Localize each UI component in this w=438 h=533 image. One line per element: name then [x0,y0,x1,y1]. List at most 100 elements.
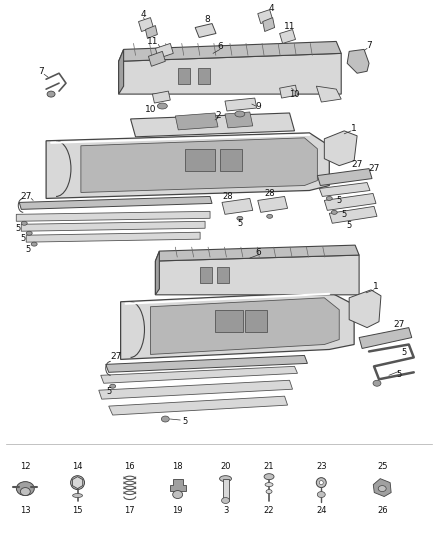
Text: 6: 6 [255,248,261,256]
Polygon shape [119,50,124,94]
Ellipse shape [21,221,27,225]
Text: 3: 3 [223,506,228,515]
Ellipse shape [31,242,37,246]
Ellipse shape [71,475,85,490]
Text: 5: 5 [401,348,406,357]
Text: 16: 16 [124,462,135,471]
Polygon shape [26,232,200,242]
Text: 5: 5 [396,370,402,379]
Polygon shape [258,10,273,23]
Polygon shape [170,479,186,490]
Polygon shape [225,112,253,128]
Polygon shape [81,138,318,192]
Text: 4: 4 [269,4,275,13]
Polygon shape [324,131,357,166]
Polygon shape [279,85,297,98]
Polygon shape [150,298,339,354]
Polygon shape [359,328,412,349]
Polygon shape [109,396,288,415]
Polygon shape [101,366,297,383]
Polygon shape [175,113,218,130]
Polygon shape [329,206,377,223]
Ellipse shape [378,486,386,491]
Text: 13: 13 [20,506,31,515]
Polygon shape [279,29,296,43]
Ellipse shape [47,91,55,97]
Bar [215,310,243,332]
Text: 1: 1 [373,282,379,292]
Ellipse shape [157,103,167,109]
Polygon shape [155,251,159,295]
Ellipse shape [16,482,34,496]
Bar [178,68,190,84]
Polygon shape [347,50,369,73]
Polygon shape [19,197,212,209]
Ellipse shape [265,482,273,487]
Text: 5: 5 [346,221,352,230]
Text: 22: 22 [264,506,274,515]
Ellipse shape [219,475,232,482]
Bar [223,479,229,500]
Ellipse shape [26,231,32,235]
Polygon shape [319,182,370,197]
Ellipse shape [316,478,326,488]
Polygon shape [106,356,307,373]
Polygon shape [263,18,275,31]
Text: 25: 25 [377,462,388,471]
Ellipse shape [266,490,272,494]
Polygon shape [349,290,381,328]
Text: 5: 5 [16,224,21,233]
Text: 10: 10 [289,90,300,99]
Polygon shape [119,42,341,61]
Ellipse shape [317,491,325,497]
Polygon shape [155,255,359,295]
Polygon shape [16,212,210,221]
Ellipse shape [326,197,332,200]
Ellipse shape [20,488,30,496]
Text: 6: 6 [217,42,223,51]
Ellipse shape [267,214,273,219]
Ellipse shape [319,481,323,484]
Bar [200,267,212,283]
Text: 28: 28 [223,192,233,201]
Text: 23: 23 [316,462,327,471]
Polygon shape [119,53,341,94]
Polygon shape [155,43,173,58]
Polygon shape [72,477,83,489]
Text: 11: 11 [147,37,158,46]
Text: 2: 2 [215,111,221,120]
Text: 5: 5 [237,219,243,228]
Polygon shape [222,198,253,214]
Polygon shape [155,245,359,261]
Text: 27: 27 [393,320,405,329]
Polygon shape [195,23,216,37]
Text: 5: 5 [337,196,342,205]
Polygon shape [258,197,288,212]
Ellipse shape [331,211,337,214]
Bar [217,267,229,283]
Text: 5: 5 [21,233,26,243]
Text: 24: 24 [316,506,326,515]
Text: 1: 1 [351,124,357,133]
Bar [185,149,215,171]
Ellipse shape [373,380,381,386]
Polygon shape [138,18,153,31]
Text: 15: 15 [72,506,83,515]
Polygon shape [145,26,157,38]
Polygon shape [21,221,205,231]
Ellipse shape [161,416,170,422]
Ellipse shape [110,384,116,388]
Text: 5: 5 [183,416,188,425]
Polygon shape [324,193,376,211]
Text: 17: 17 [124,506,135,515]
Ellipse shape [173,490,183,498]
Text: 20: 20 [220,462,231,471]
Polygon shape [318,168,372,185]
Text: 18: 18 [172,462,183,471]
Ellipse shape [222,497,230,504]
Text: 27: 27 [21,192,32,201]
Polygon shape [373,479,391,497]
Text: 27: 27 [110,352,121,361]
Polygon shape [99,380,293,399]
Text: 8: 8 [204,15,210,24]
